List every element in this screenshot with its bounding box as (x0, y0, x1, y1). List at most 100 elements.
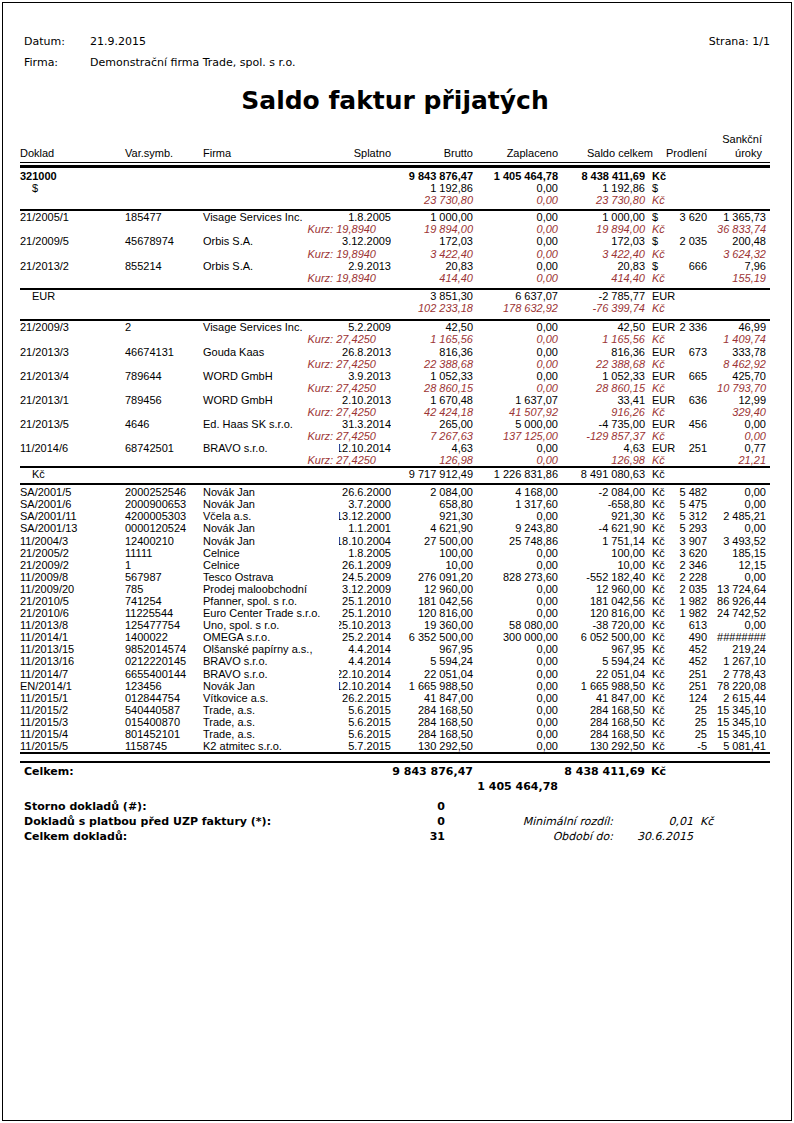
cell-var: 2000252546 (125, 486, 203, 498)
cell-brutto: 284 168,50 (391, 716, 473, 728)
cell-prodl (671, 406, 710, 418)
cell-saldo: -4 735,00 (558, 418, 645, 430)
cell-uroky (710, 468, 770, 480)
cell-brutto: 4 621,90 (391, 522, 473, 534)
cell-saldo: 4,63 (558, 442, 645, 454)
cell-splatno: 5.7.2015 (334, 740, 391, 752)
cell-doklad: 11/2009/20 (20, 583, 125, 595)
cell-saldo: 20,83 (558, 260, 645, 272)
cell-prodl: 490 (671, 631, 710, 643)
cell-zapl: 5 000,00 (473, 418, 558, 430)
cell-prodl: 3 620 (671, 547, 710, 559)
cell-saldo: 1 165,56 (558, 333, 645, 345)
cell-splatno: 4.4.2014 (334, 655, 391, 667)
cell-saldo: 1 052,33 (558, 370, 645, 382)
cell-prodl: 2 346 (671, 559, 710, 571)
cell-firma: Trade, a.s. (203, 728, 334, 740)
page-number: Strana: 1/1 (600, 35, 770, 48)
cell-brutto: 1 670,48 (391, 394, 473, 406)
cell-doklad (20, 333, 125, 345)
cell-splatno: 13.12.2000 (334, 510, 391, 522)
cell-mena: Kč (645, 358, 671, 370)
cell-brutto: 265,00 (391, 418, 473, 430)
kurz-row: Kurz: 19,8940414,400,00414,40Kč155,19 (20, 272, 770, 284)
cell-mena: Kč (645, 740, 671, 752)
cell-zapl: 0,00 (473, 716, 558, 728)
column-header-uroky: úroky (710, 147, 770, 160)
cell-saldo: -658,80 (558, 498, 645, 510)
cell-prodl: 25 (671, 716, 710, 728)
cell-splatno (334, 170, 391, 182)
cell-doklad: 21/2013/4 (20, 370, 125, 382)
cell-brutto: 7 267,63 (391, 430, 473, 442)
cell-zapl: 0,00 (473, 559, 558, 571)
cell-splatno: 2.9.2013 (334, 260, 391, 272)
cell-brutto: 967,95 (391, 643, 473, 655)
table-header-row: Doklad Var.symb. Firma Splatno Brutto Za… (20, 147, 770, 160)
cell-uroky: 78 220,08 (710, 680, 770, 692)
cell-brutto: 1 665 988,50 (391, 680, 473, 692)
cell-var: 11225544 (125, 607, 203, 619)
cell-var: 789644 (125, 370, 203, 382)
cell-mena: Kč (645, 655, 671, 667)
cell-var: 11111 (125, 547, 203, 559)
cell-uroky: 0,00 (710, 522, 770, 534)
cell-saldo: 22 388,68 (558, 358, 645, 370)
page-number-value: 1/1 (752, 35, 770, 48)
cell-zapl: 0,00 (473, 583, 558, 595)
cell-brutto: 276 091,20 (391, 571, 473, 583)
cell-doklad: 21/2010/5 (20, 595, 125, 607)
cell-brutto: 130 292,50 (391, 740, 473, 752)
invoice-row: 11/2015/4801452101Trade, a.s.5.6.2015284… (20, 728, 770, 740)
cell-brutto: 3 851,30 (391, 290, 473, 302)
cell-uroky: 24 742,52 (710, 607, 770, 619)
kurz-row: Kurz: 27,425042 424,1841 507,92916,26Kč3… (20, 406, 770, 418)
cell-var (125, 358, 203, 370)
cell-saldo: 41 847,00 (558, 692, 645, 704)
cell-brutto: 658,80 (391, 498, 473, 510)
cell-prodl: 2 035 (671, 235, 710, 247)
cell-zapl: 0,00 (473, 510, 558, 522)
cell-splatno: 3.12.2009 (334, 583, 391, 595)
cell-doklad: 11/2013/8 (20, 619, 125, 631)
cell-zapl: 0,00 (473, 182, 558, 194)
cell-uroky: 21,21 (710, 454, 770, 466)
invoice-row: 11/2013/160212220145BRAVO s.r.o.4.4.2014… (20, 655, 770, 667)
cell-saldo: -4 621,90 (558, 522, 645, 534)
cell-saldo: 28 860,15 (558, 382, 645, 394)
cell-prodl: 673 (671, 346, 710, 358)
cell-doklad: 21/2013/3 (20, 346, 125, 358)
cell-prodl: 3 620 (671, 211, 710, 223)
cell-saldo: 1 192,86 (558, 182, 645, 194)
cell-doklad: 11/2009/8 (20, 571, 125, 583)
cell-uroky: 0,00 (710, 486, 770, 498)
cell-zapl: 0,00 (473, 728, 558, 740)
cell-mena: EUR (645, 290, 671, 302)
cell-var: 789456 (125, 394, 203, 406)
cell-firma: Novák Jan (203, 680, 334, 692)
cell-doklad: 321000 (20, 170, 125, 182)
cell-prodl (671, 248, 710, 260)
report-title: Saldo faktur přijatých (20, 86, 770, 115)
cell-mena: Kč (645, 333, 671, 345)
cell-doklad: 11/2013/16 (20, 655, 125, 667)
cell-var (125, 248, 203, 260)
cell-doklad (20, 302, 125, 314)
cell-prodl: 124 (671, 692, 710, 704)
cell-mena: EUR (645, 346, 671, 358)
cell-doklad (20, 248, 125, 260)
invoice-row: 11/2009/8567987Tesco Ostrava24.5.2009276… (20, 571, 770, 583)
date-label: Datum: (24, 35, 65, 48)
cell-splatno: 4.4.2014 (334, 643, 391, 655)
cell-firma (203, 302, 334, 314)
cell-firma: OMEGA s.r.o. (203, 631, 334, 643)
cell-splatno: 2.10.2013 (334, 394, 391, 406)
invoice-row: 21/2009/32Visage Services Inc.5.2.200942… (20, 321, 770, 333)
cell-saldo: -2 785,77 (558, 290, 645, 302)
cell-splatno: 31.3.2014 (334, 418, 391, 430)
cell-zapl: 300 000,00 (473, 631, 558, 643)
cell-var (125, 272, 203, 284)
cell-brutto: 1 000,00 (391, 211, 473, 223)
cell-firma: BRAVO s.r.o. (203, 668, 334, 680)
cell-var: 125477754 (125, 619, 203, 631)
